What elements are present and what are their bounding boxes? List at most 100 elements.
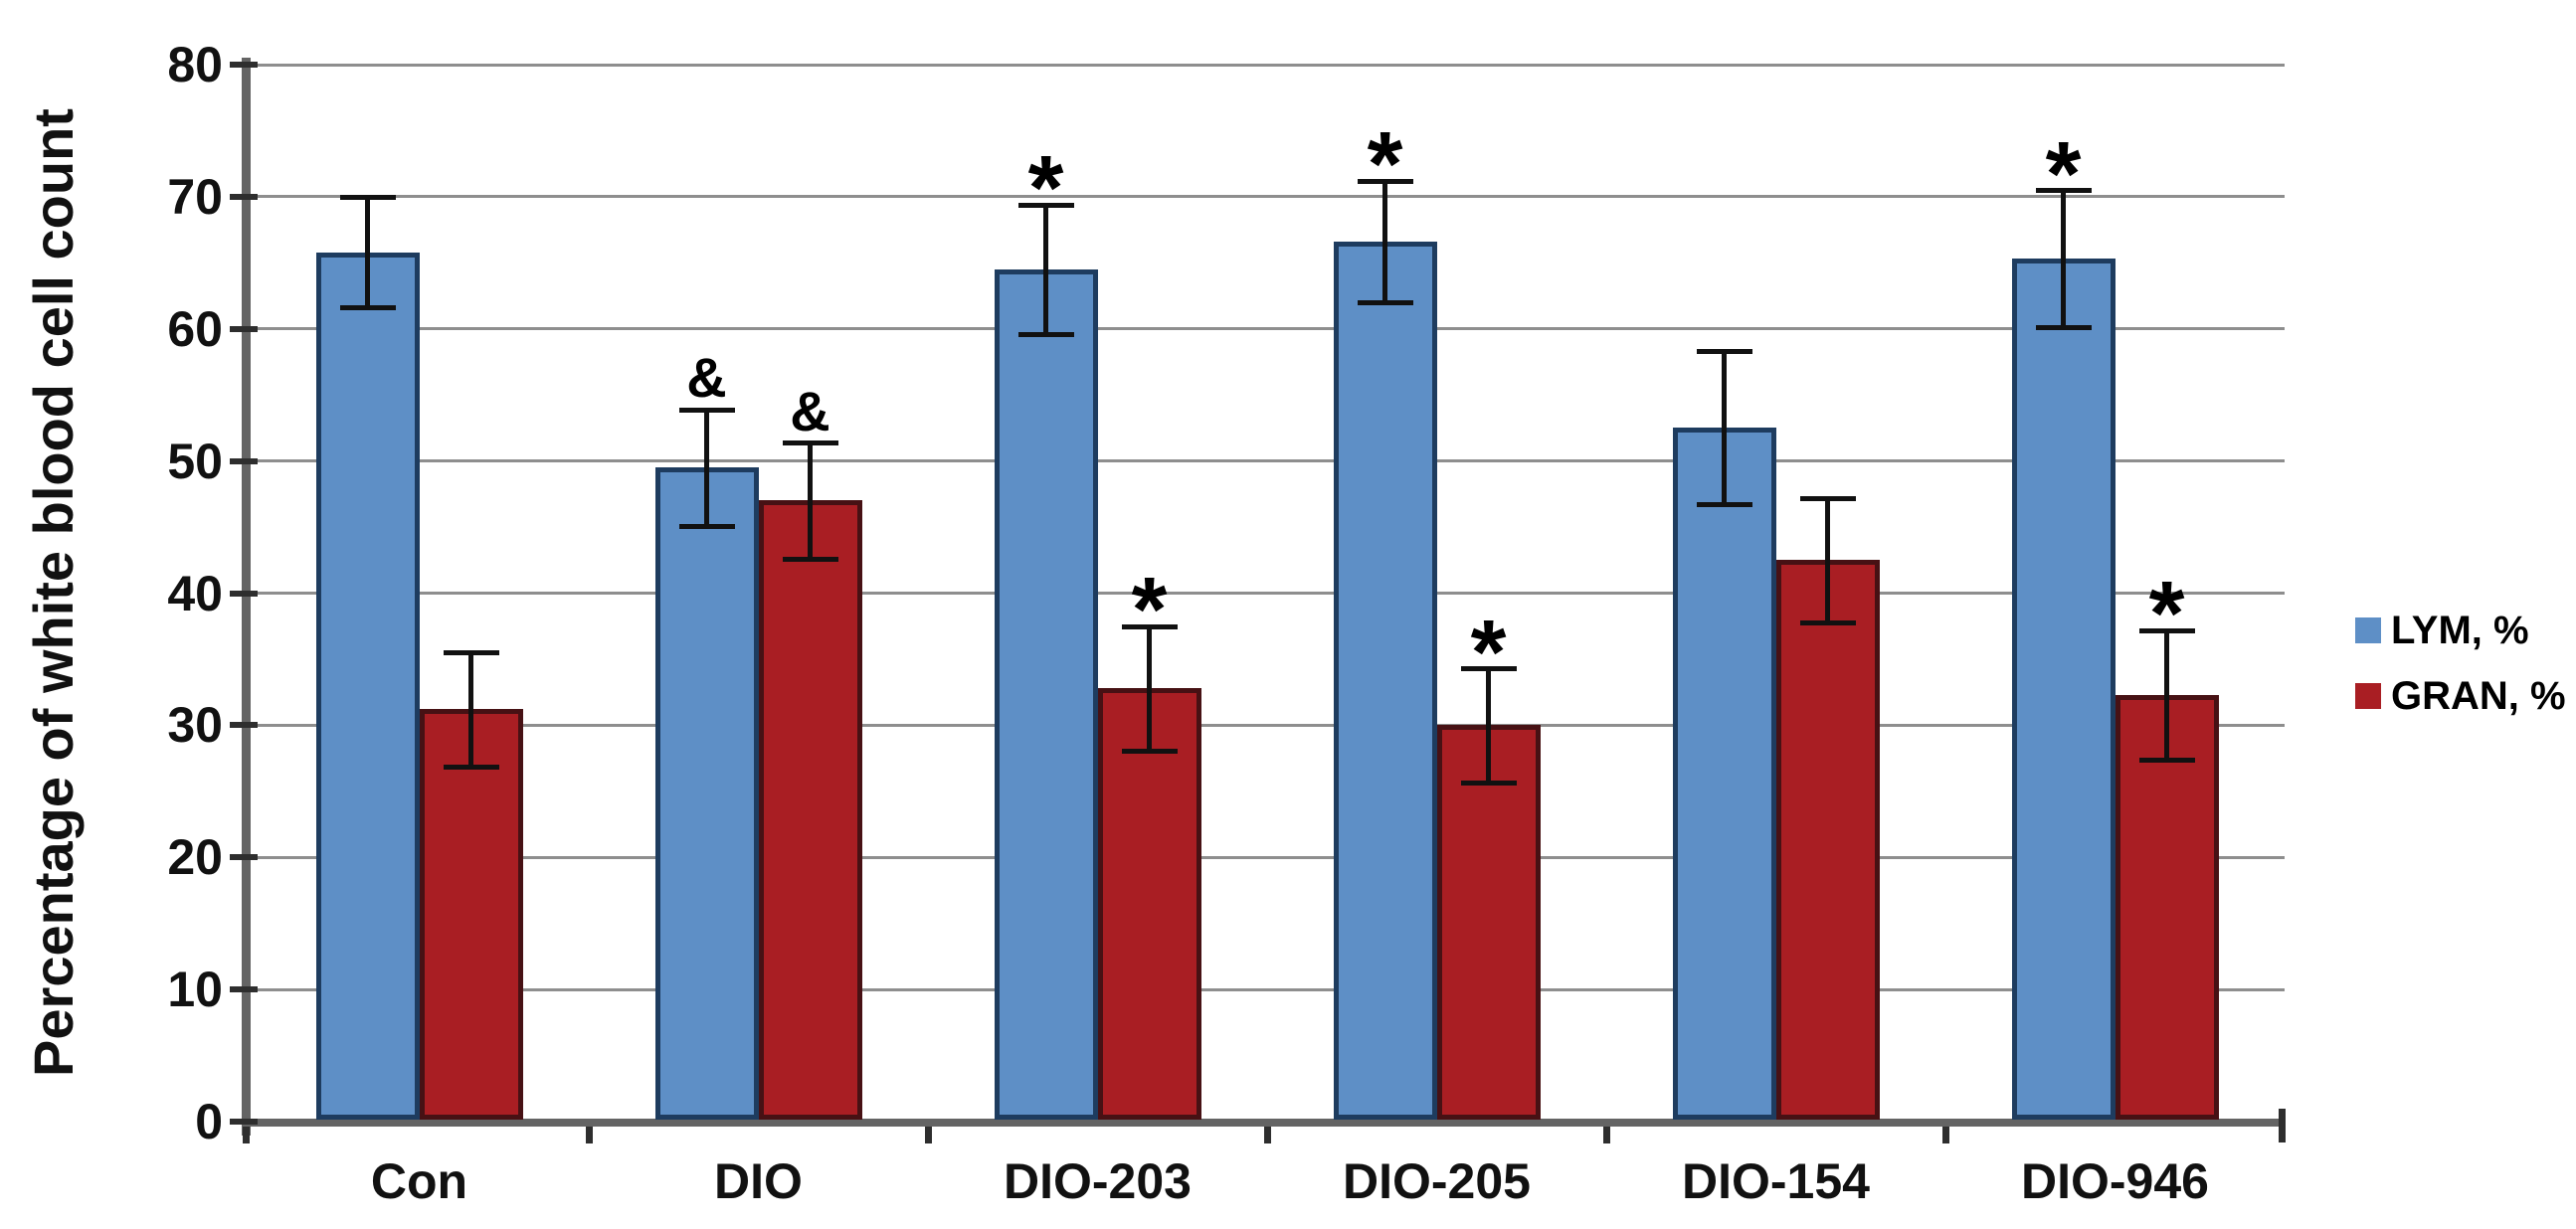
error-bar-cap-bottom <box>2138 757 2195 763</box>
bar-gran <box>2115 694 2219 1120</box>
gridline <box>250 723 2285 727</box>
bar-lym <box>2011 259 2116 1120</box>
error-bar-stem <box>1147 625 1152 751</box>
legend-swatch-icon <box>2355 683 2381 709</box>
legend-label: LYM, % <box>2391 608 2529 652</box>
error-bar-stem <box>365 196 370 308</box>
significance-marker: * <box>2004 123 2123 225</box>
significance-marker: * <box>1429 602 1549 703</box>
error-bar-cap-top <box>1121 623 1178 629</box>
significance-marker: & <box>647 346 767 409</box>
legend-item: GRAN, % <box>2355 674 2566 718</box>
significance-marker: * <box>2108 564 2227 665</box>
y-axis-tick <box>230 986 258 993</box>
gridline <box>250 195 2285 199</box>
error-bar-stem <box>704 409 709 526</box>
error-bar-cap-bottom <box>782 556 838 562</box>
error-bar-stem <box>1722 351 1727 505</box>
error-bar-cap-bottom <box>1357 300 1413 306</box>
y-tick-label: 0 <box>195 1094 223 1149</box>
x-category-label: Con <box>370 1153 468 1209</box>
error-bar-cap-bottom <box>1017 332 1074 338</box>
bar-lym <box>315 252 420 1120</box>
y-axis-tick <box>230 325 258 332</box>
x-axis-tick <box>1603 1127 1610 1143</box>
gridline <box>250 459 2285 463</box>
bar-lym <box>1333 242 1437 1120</box>
x-axis-line <box>242 1119 2285 1127</box>
y-axis-tick <box>230 457 258 464</box>
error-bar-stem <box>468 652 473 767</box>
y-tick-label: 80 <box>167 37 223 92</box>
error-bar-stem <box>1486 668 1491 783</box>
y-axis-tick <box>230 62 258 68</box>
error-bar-cap-top <box>1799 495 1856 501</box>
error-bar-cap-top <box>1460 666 1517 672</box>
gridline <box>250 855 2285 859</box>
asterisk-marker: * <box>1131 559 1168 661</box>
error-bar-cap-top <box>339 194 396 200</box>
asterisk-marker: * <box>1027 137 1064 240</box>
x-axis-tick <box>1264 1127 1271 1143</box>
x-axis-tick <box>1942 1127 1949 1143</box>
bar-lym <box>1672 428 1776 1120</box>
bar-gran <box>419 709 523 1120</box>
y-tick-label: 70 <box>167 168 223 225</box>
error-bar-cap-bottom <box>1799 619 1856 625</box>
asterisk-marker: * <box>1470 602 1507 704</box>
y-axis-tick <box>230 1119 258 1125</box>
asterisk-marker: * <box>1367 113 1403 216</box>
y-axis-tick <box>230 590 258 597</box>
error-bar-cap-bottom <box>1460 780 1517 786</box>
x-axis-tick <box>925 1127 932 1143</box>
bar-lym <box>654 467 759 1120</box>
error-bar-cap-bottom <box>339 305 396 311</box>
bar-gran <box>1775 560 1880 1120</box>
error-bar-stem <box>1825 497 1830 622</box>
x-axis-tick <box>586 1127 593 1143</box>
error-bar-stem <box>808 442 813 559</box>
significance-marker: & <box>751 380 870 442</box>
error-bar-stem <box>1382 180 1387 303</box>
x-axis-end-tick <box>2279 1109 2286 1142</box>
error-bar-cap-top <box>1017 202 1074 208</box>
y-tick-label: 20 <box>167 829 223 886</box>
x-category-label: DIO-946 <box>2021 1153 2209 1209</box>
legend-swatch-icon <box>2355 617 2381 643</box>
gridline <box>250 327 2285 331</box>
error-bar-cap-bottom <box>443 764 499 770</box>
error-bar-cap-top <box>678 407 735 413</box>
gridline <box>250 987 2285 991</box>
bar-gran <box>1097 688 1201 1120</box>
y-tick-label: 30 <box>167 697 223 754</box>
legend-label: GRAN, % <box>2391 673 2566 718</box>
y-tick-label: 50 <box>167 433 223 489</box>
asterisk-marker: * <box>2148 563 2185 665</box>
legend-item: LYM, % <box>2355 609 2566 652</box>
x-category-label: DIO-154 <box>1682 1153 1870 1209</box>
error-bar-cap-top <box>782 440 838 446</box>
x-category-label: DIO-205 <box>1343 1153 1531 1209</box>
error-bar-cap-bottom <box>1121 748 1178 754</box>
ampersand-marker: & <box>686 346 727 410</box>
error-bar-cap-top <box>1357 178 1413 184</box>
legend: LYM, % GRAN, % <box>2355 609 2566 718</box>
error-bar-cap-bottom <box>2035 325 2092 331</box>
x-category-label: DIO <box>714 1153 803 1209</box>
error-bar-stem <box>2164 629 2169 760</box>
error-bar-stem <box>2061 190 2066 328</box>
error-bar-cap-top <box>443 650 499 656</box>
y-tick-label: 60 <box>167 300 223 357</box>
significance-marker: * <box>1326 114 1445 216</box>
significance-marker: * <box>987 138 1106 240</box>
gridline <box>250 592 2285 595</box>
gridline <box>250 63 2285 67</box>
error-bar-stem <box>1043 204 1048 335</box>
error-bar-cap-top <box>2138 627 2195 633</box>
ampersand-marker: & <box>790 379 830 442</box>
x-category-label: DIO-203 <box>1004 1153 1192 1209</box>
error-bar-cap-bottom <box>678 523 735 529</box>
error-bar-cap-top <box>2035 188 2092 194</box>
